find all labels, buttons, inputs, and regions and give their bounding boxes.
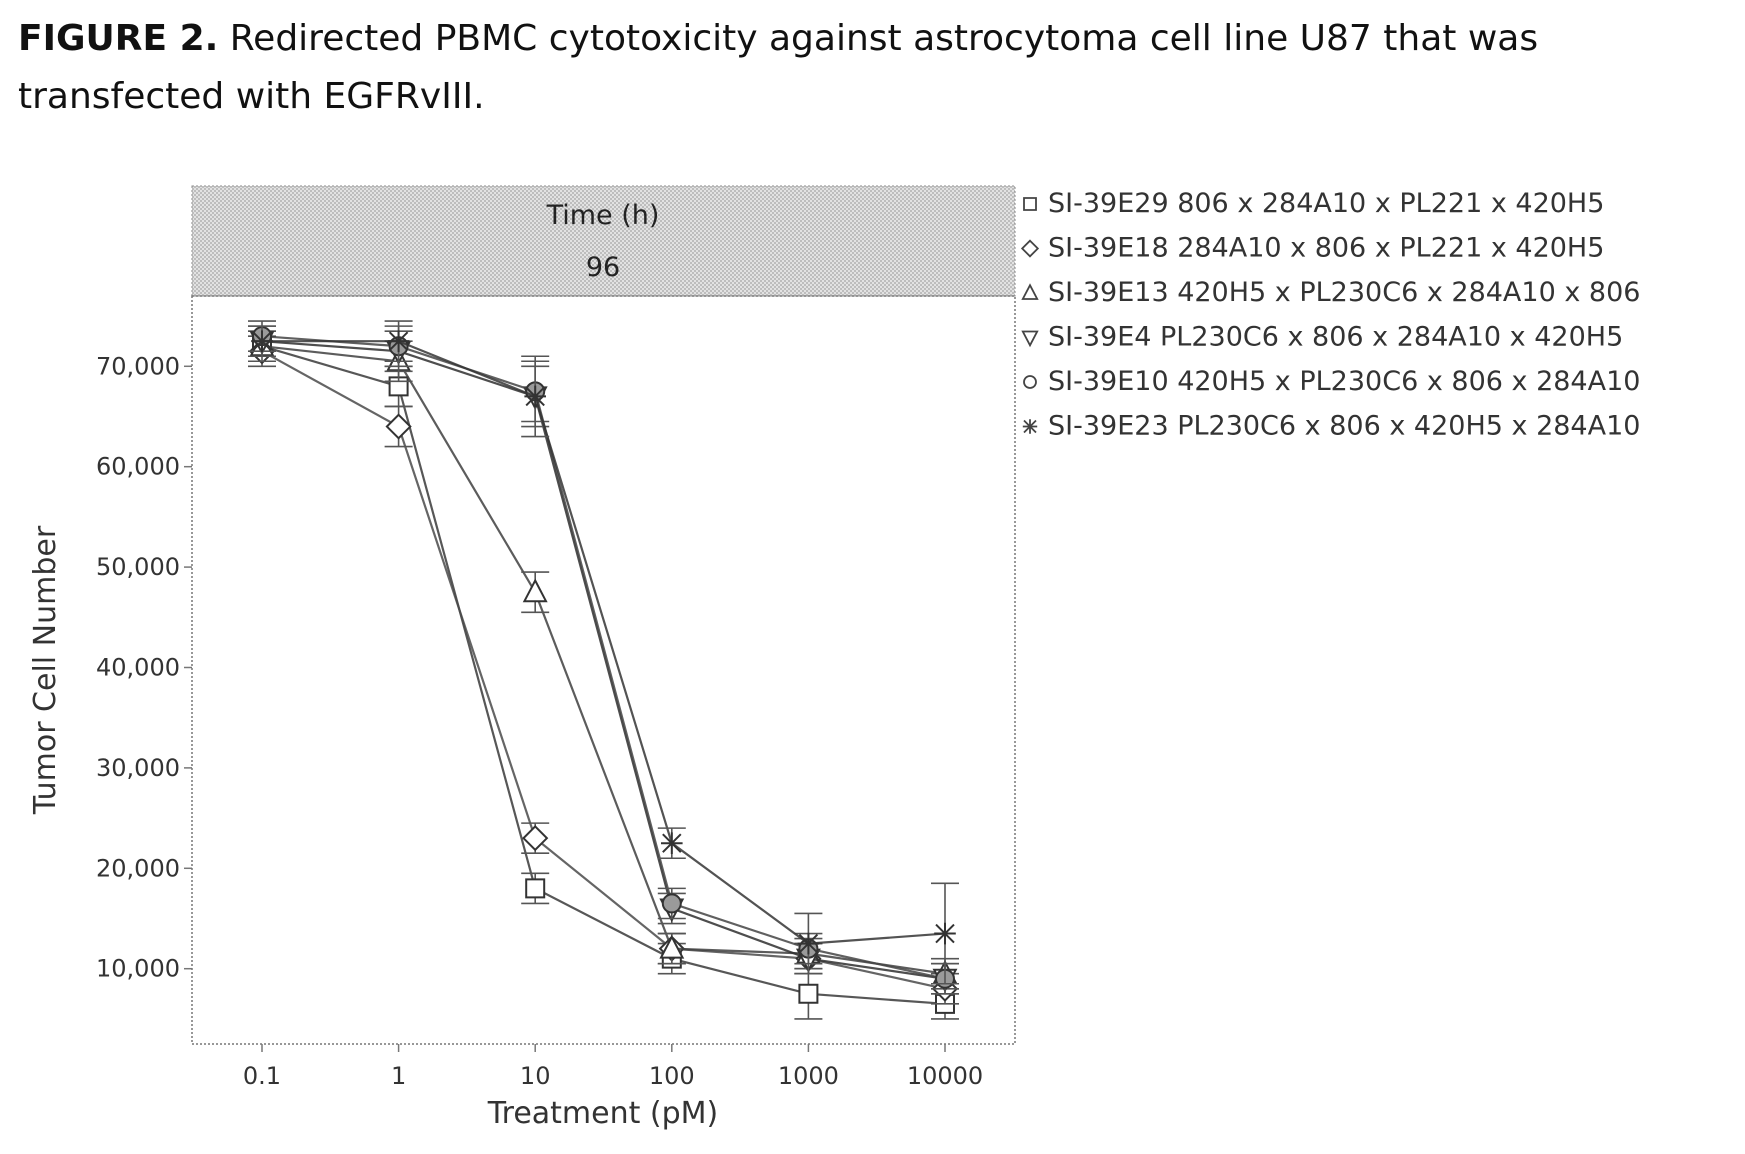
legend-label: SI-39E18 284A10 x 806 x PL221 x 420H5 (1048, 233, 1604, 264)
data-point (797, 932, 820, 955)
x-axis-title: Treatment (pM) (487, 1096, 719, 1131)
series-line (261, 340, 946, 980)
series-line (261, 350, 946, 990)
y-tick-label: 20,000 (96, 854, 180, 882)
panel-strip (191, 185, 1016, 297)
data-point (659, 934, 685, 959)
series-layer (248, 320, 959, 1020)
data-point (661, 832, 683, 854)
legend-label: SI-39E13 420H5 x PL230C6 x 284A10 x 806 (1048, 277, 1640, 308)
x-tick-label: 10 (520, 1062, 551, 1090)
series-line (261, 345, 946, 1005)
x-axis: 0.1 1 10 100 1000 10000 (243, 1044, 983, 1090)
legend-label: SI-39E23 PL230C6 x 806 x 420H5 x 284A10 (1048, 411, 1640, 442)
data-point (524, 385, 546, 408)
y-tick-label: 70,000 (96, 352, 180, 380)
x-tick-label: 1 (391, 1062, 406, 1090)
legend-marker (1023, 375, 1037, 389)
data-point (798, 983, 819, 1004)
series-line (261, 345, 946, 975)
data-point (251, 330, 273, 352)
series-3 (248, 330, 959, 990)
legend-marker (1022, 419, 1038, 434)
data-point (934, 922, 956, 945)
legend-label: SI-39E29 806 x 284A10 x PL221 x 420H5 (1048, 188, 1604, 219)
series-2 (248, 335, 959, 1005)
plot-frame (191, 295, 1016, 1045)
figure-caption: FIGURE 2. Redirected PBMC cytotoxicity a… (18, 10, 1728, 126)
series-6 (248, 320, 959, 985)
legend-marker (1021, 283, 1039, 300)
data-point (522, 578, 548, 603)
legend-marker (1021, 330, 1039, 348)
series-line (261, 335, 946, 980)
figure-label: FIGURE 2. (18, 18, 219, 59)
y-tick-label: 10,000 (96, 955, 180, 983)
legend-marker (1020, 239, 1040, 258)
x-tick-label: 10000 (907, 1062, 983, 1090)
x-tick-label: 0.1 (243, 1062, 281, 1090)
legend-marker (1023, 197, 1037, 211)
y-axis: 10,000 20,000 30,000 40,000 50,000 60,000 70,0… (96, 352, 192, 983)
y-tick-label: 30,000 (96, 754, 180, 782)
y-tick-label: 50,000 (96, 553, 180, 581)
data-point (661, 893, 682, 914)
y-tick-label: 60,000 (96, 453, 180, 481)
y-tick-label: 40,000 (96, 653, 180, 681)
figure-caption-text: Redirected PBMC cytotoxicity against ast… (18, 18, 1539, 117)
data-point (387, 330, 410, 352)
data-point (522, 825, 549, 852)
x-tick-label: 100 (649, 1062, 695, 1090)
y-axis-title: Tumor Cell Number (28, 525, 63, 815)
x-tick-label: 1000 (778, 1062, 839, 1090)
legend-label: SI-39E10 420H5 x PL230C6 x 806 x 284A10 (1048, 366, 1640, 397)
legend-label: SI-39E4 PL230C6 x 806 x 284A10 x 420H5 (1048, 322, 1623, 353)
legend: SI-39E29 806 x 284A10 x PL221 x 420H5 SI-… (1020, 188, 1640, 442)
panel-strip-title: Time (h) (546, 200, 660, 231)
series-1 (248, 330, 959, 1020)
series-line (262, 340, 946, 945)
data-point (525, 878, 546, 899)
data-point (385, 413, 412, 440)
panel-strip-value: 96 (586, 252, 620, 283)
